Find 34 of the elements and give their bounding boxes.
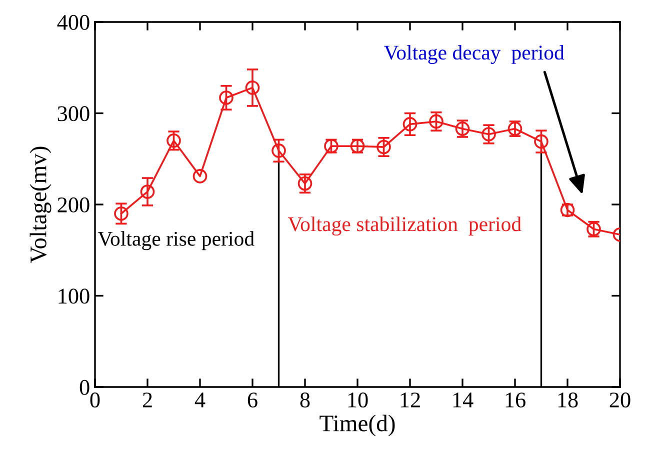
y-tick-label: 0 bbox=[80, 380, 90, 395]
point bbox=[114, 206, 128, 221]
point bbox=[219, 90, 234, 105]
point bbox=[534, 134, 548, 149]
point bbox=[140, 184, 155, 199]
point bbox=[429, 114, 444, 129]
y-tick-label: 400 bbox=[57, 14, 90, 30]
x-tick-label: 20 bbox=[610, 392, 630, 408]
point bbox=[166, 133, 181, 148]
y-tick-label: 200 bbox=[58, 197, 90, 212]
point bbox=[192, 169, 208, 184]
point bbox=[402, 117, 418, 132]
x-tick-label: 12 bbox=[400, 392, 420, 408]
y-tick-label: 300 bbox=[58, 106, 90, 122]
annotation: Voltage stabilization period bbox=[288, 216, 522, 236]
annotation: Voltage decay period bbox=[384, 45, 564, 64]
x-tick-label: 6 bbox=[248, 392, 258, 408]
x-tick-label: 8 bbox=[300, 392, 310, 408]
x-tick-label: 10 bbox=[348, 392, 368, 408]
point bbox=[272, 144, 286, 158]
point bbox=[482, 127, 496, 142]
x-tick-label: 0 bbox=[90, 392, 100, 408]
x-tick-label: 18 bbox=[558, 392, 578, 408]
y-tick-label: 100 bbox=[58, 288, 90, 304]
x-tick-label: 16 bbox=[506, 392, 526, 408]
y-axis-title: Voltage(mv) bbox=[30, 146, 52, 264]
point bbox=[376, 140, 391, 154]
x-axis-title: Time(d) bbox=[320, 414, 395, 436]
x-tick-label: 14 bbox=[453, 392, 474, 408]
point bbox=[245, 80, 260, 95]
x-tick-label: 2 bbox=[142, 392, 152, 408]
x-tick-label: 4 bbox=[194, 392, 206, 408]
annotation: Voltage rise period bbox=[98, 231, 254, 250]
point bbox=[298, 176, 312, 191]
